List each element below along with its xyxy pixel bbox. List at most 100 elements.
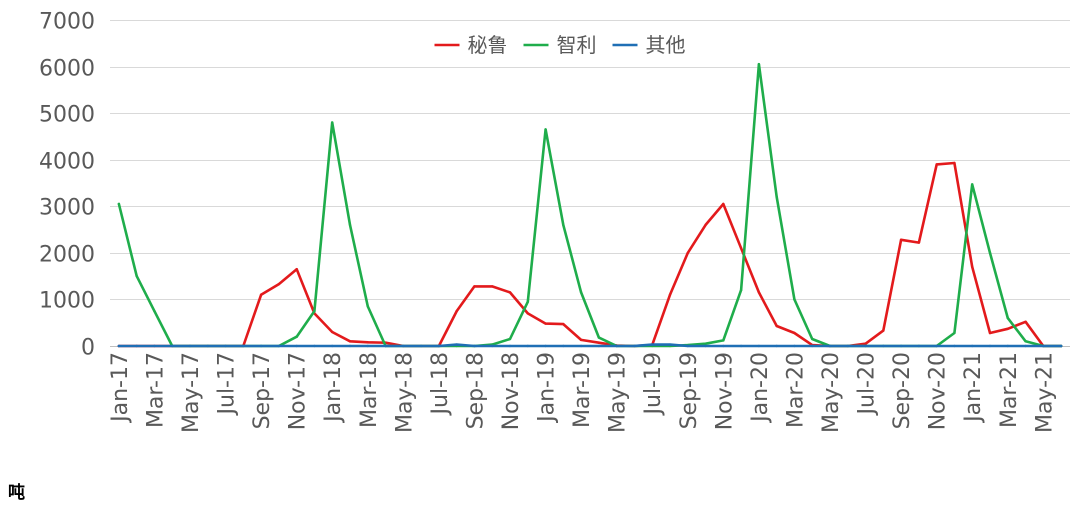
data-point <box>846 344 849 348</box>
data-point <box>722 202 725 206</box>
data-point <box>935 163 938 166</box>
data-point <box>633 344 636 348</box>
data-point <box>1006 344 1009 348</box>
x-tick-label: Mar-17 <box>143 352 168 428</box>
data-point <box>331 344 334 348</box>
data-point <box>775 195 778 199</box>
y-tick-label: 6000 <box>39 57 95 82</box>
y-tick-label: 2000 <box>39 243 95 268</box>
data-point <box>259 344 263 348</box>
y-tick-label: 3000 <box>39 196 95 221</box>
data-point <box>562 223 565 227</box>
data-point <box>348 340 352 343</box>
data-point <box>526 312 529 315</box>
legend-label: 秘鲁 <box>468 33 508 57</box>
x-tick-label: Sep-17 <box>250 352 275 429</box>
data-point <box>811 344 814 348</box>
data-point <box>1024 344 1027 348</box>
x-tick-label: May-19 <box>606 352 631 433</box>
data-point <box>793 331 796 335</box>
data-point <box>135 274 138 278</box>
data-point <box>455 343 458 346</box>
data-point <box>579 291 583 294</box>
x-tick-label: Jul-20 <box>855 352 880 416</box>
series-lines <box>117 62 1063 348</box>
data-point <box>508 344 512 348</box>
data-point <box>473 285 476 288</box>
data-point <box>597 336 601 339</box>
data-point <box>295 268 298 271</box>
data-point <box>242 344 245 348</box>
x-tick-label: Jan-21 <box>961 352 986 424</box>
data-point <box>206 344 209 348</box>
data-point <box>526 344 529 348</box>
data-point <box>153 309 156 313</box>
data-point <box>1059 344 1063 348</box>
data-point <box>491 285 494 288</box>
data-point <box>259 293 263 296</box>
data-point <box>704 223 707 227</box>
data-point <box>953 161 956 165</box>
data-point <box>1006 316 1009 320</box>
data-point <box>455 309 458 313</box>
series-line-2 <box>117 62 1063 348</box>
legend-item-2: 智利 <box>523 33 597 57</box>
data-point <box>882 329 885 332</box>
data-point <box>988 251 992 255</box>
data-point <box>1042 344 1045 348</box>
data-point <box>775 344 778 348</box>
data-point <box>1024 320 1027 323</box>
y-tick-label: 4000 <box>39 150 95 175</box>
data-point <box>544 322 547 325</box>
data-point <box>757 62 761 66</box>
series-line-1 <box>117 161 1063 348</box>
data-point <box>491 344 494 348</box>
x-tick-label: Nov-18 <box>499 352 524 430</box>
data-point <box>313 344 316 348</box>
data-point <box>579 344 583 348</box>
data-point <box>295 335 298 338</box>
data-point <box>739 247 743 250</box>
data-point <box>668 293 672 296</box>
data-point <box>562 344 565 348</box>
data-point <box>793 298 796 301</box>
x-tick-label: Mar-21 <box>997 352 1022 428</box>
y-axis-tick-labels: 0 1000 2000 3000 4000 5000 6000 7000 <box>39 10 95 361</box>
data-point <box>668 343 672 346</box>
data-point <box>366 344 369 348</box>
data-point <box>651 343 654 346</box>
data-point <box>971 344 974 348</box>
data-point <box>437 344 441 348</box>
legend-item-1: 秘鲁 <box>434 33 508 57</box>
legend: 秘鲁 智利 其他 <box>434 33 686 57</box>
data-point <box>348 344 352 348</box>
data-point <box>544 128 547 131</box>
data-point <box>277 344 281 348</box>
data-point <box>366 305 369 308</box>
gridlines <box>110 20 1070 347</box>
data-point <box>953 344 956 348</box>
data-point <box>117 202 121 206</box>
data-point <box>579 338 583 342</box>
data-point <box>331 121 334 124</box>
data-point <box>686 344 689 348</box>
data-point <box>1006 327 1009 330</box>
x-tick-label: Nov-19 <box>712 352 737 430</box>
x-tick-label: Mar-20 <box>783 352 808 428</box>
legend-item-3: 其他 <box>612 33 686 57</box>
y-tick-label: 1000 <box>39 289 95 314</box>
data-point <box>686 251 689 255</box>
data-point <box>224 344 227 348</box>
legend-label: 智利 <box>557 33 597 57</box>
data-point <box>988 344 992 348</box>
data-point <box>544 344 547 348</box>
data-point <box>366 341 369 344</box>
data-point <box>828 344 832 348</box>
data-point <box>811 337 814 341</box>
data-point <box>739 344 743 348</box>
x-tick-label: May-21 <box>1032 352 1057 433</box>
x-tick-label: Jan-20 <box>748 352 773 424</box>
data-point <box>153 344 156 348</box>
data-point <box>313 309 316 313</box>
data-point <box>704 342 707 345</box>
